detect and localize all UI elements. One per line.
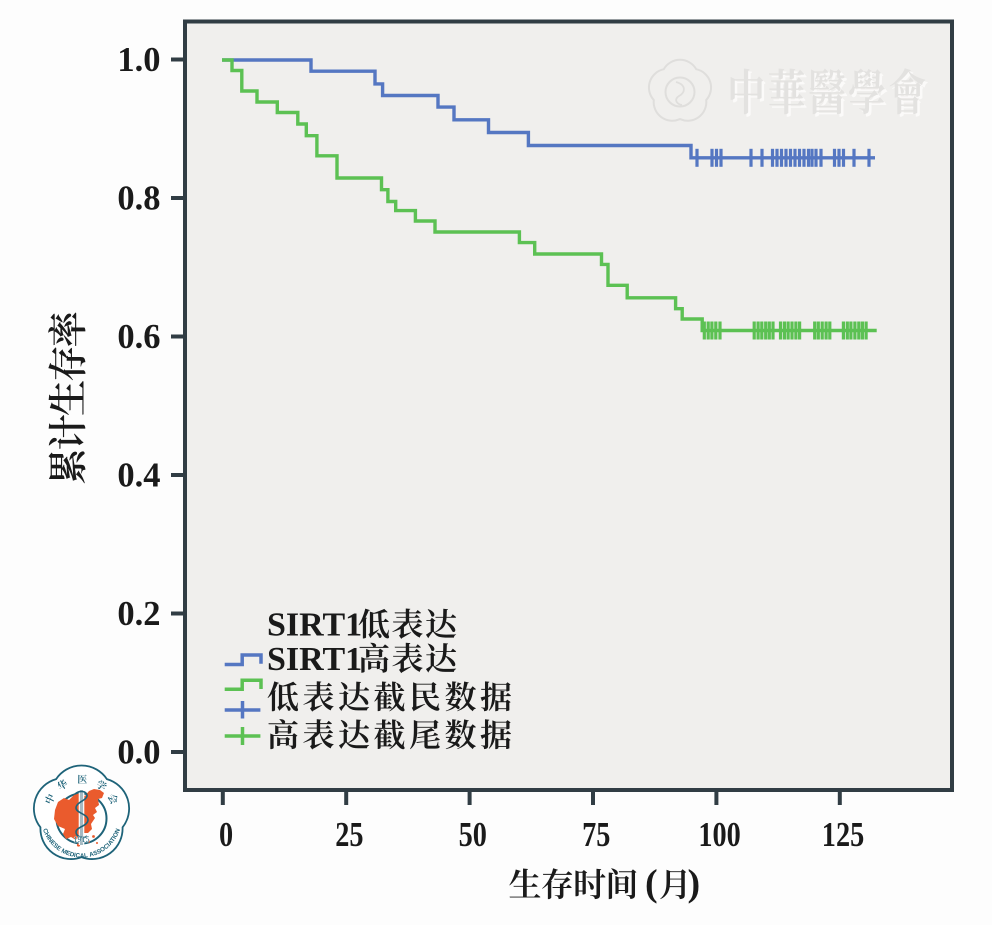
svg-text:50: 50	[459, 815, 487, 853]
svg-text:0: 0	[219, 815, 233, 853]
svg-text:): )	[688, 863, 701, 905]
svg-text:SIRT1: SIRT1	[267, 607, 362, 644]
svg-text:0.8: 0.8	[117, 180, 160, 218]
svg-text:100: 100	[698, 815, 740, 853]
svg-text:75: 75	[582, 815, 610, 853]
svg-text:0.4: 0.4	[117, 457, 160, 495]
svg-text:1.0: 1.0	[117, 41, 160, 79]
svg-text:125: 125	[822, 815, 864, 853]
svg-text:25: 25	[335, 815, 363, 853]
svg-text:(: (	[645, 863, 658, 905]
svg-text:SIRT1: SIRT1	[267, 641, 362, 678]
svg-text:0.0: 0.0	[117, 734, 160, 772]
svg-text:1915: 1915	[74, 835, 90, 844]
svg-text:0.6: 0.6	[117, 318, 160, 356]
svg-text:0.2: 0.2	[117, 595, 160, 633]
